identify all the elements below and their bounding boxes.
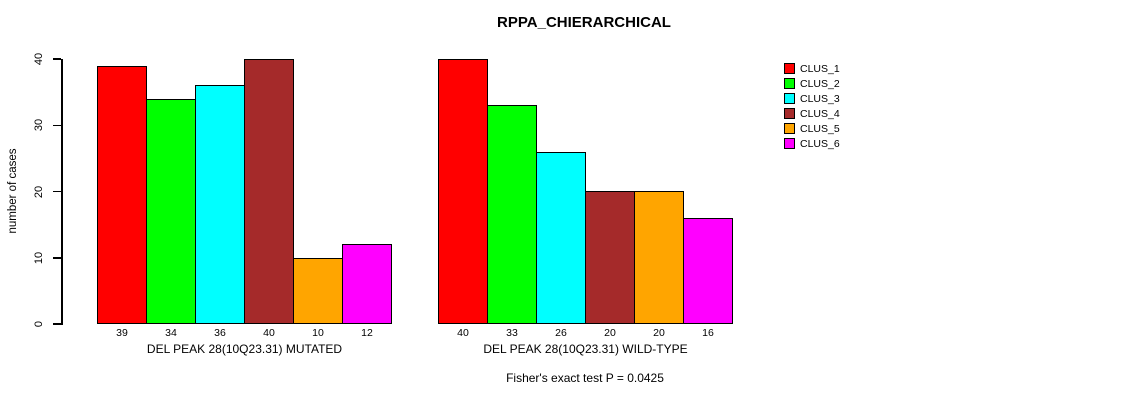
chart-title: RPPA_CHIERARCHICAL xyxy=(497,14,671,31)
x-axis-label-wild-type: DEL PEAK 28(10Q23.31) WILD-TYPE xyxy=(483,342,688,356)
legend-item-clus_4: CLUS_4 xyxy=(784,106,840,121)
bar-clus_5-panel0 xyxy=(293,258,343,324)
bar-clus_1-panel1 xyxy=(438,59,488,324)
bar-value-label: 26 xyxy=(555,327,567,339)
legend-item-clus_6: CLUS_6 xyxy=(784,136,840,151)
legend-label: CLUS_6 xyxy=(800,137,840,150)
bar-value-label: 16 xyxy=(702,327,714,339)
bar-clus_6-panel0 xyxy=(342,244,392,324)
legend-label: CLUS_3 xyxy=(800,92,840,105)
bar-clus_3-panel1 xyxy=(536,152,586,324)
bar-clus_6-panel1 xyxy=(683,218,733,324)
y-tick xyxy=(53,58,61,60)
legend-label: CLUS_1 xyxy=(800,62,840,75)
y-axis-line xyxy=(61,58,63,325)
legend-swatch xyxy=(784,123,795,134)
legend-swatch xyxy=(784,108,795,119)
fisher-test-annotation: Fisher's exact test P = 0.0425 xyxy=(506,371,664,385)
y-tick xyxy=(53,124,61,126)
bar-value-label: 12 xyxy=(361,327,373,339)
bar-clus_2-panel0 xyxy=(146,99,196,324)
bar-value-label: 40 xyxy=(457,327,469,339)
y-tick-label: 10 xyxy=(33,251,45,264)
y-tick-label: 0 xyxy=(33,320,45,328)
legend-swatch xyxy=(784,138,795,149)
y-tick xyxy=(53,257,61,259)
legend-item-clus_1: CLUS_1 xyxy=(784,61,840,76)
bar-value-label: 39 xyxy=(116,327,128,339)
legend-label: CLUS_2 xyxy=(800,77,840,90)
bar-clus_4-panel1 xyxy=(585,191,635,324)
bar-value-label: 10 xyxy=(312,327,324,339)
bar-clus_5-panel1 xyxy=(634,191,684,324)
y-axis-label: number of cases xyxy=(7,148,19,234)
legend-label: CLUS_5 xyxy=(800,122,840,135)
bar-clus_4-panel0 xyxy=(244,59,294,324)
legend-swatch xyxy=(784,78,795,89)
bar-value-label: 36 xyxy=(214,327,226,339)
legend-label: CLUS_4 xyxy=(800,107,840,120)
bar-value-label: 33 xyxy=(506,327,518,339)
bar-clus_2-panel1 xyxy=(487,105,537,324)
legend-item-clus_3: CLUS_3 xyxy=(784,91,840,106)
y-tick-label: 40 xyxy=(33,52,45,66)
legend-swatch xyxy=(784,93,795,104)
legend-item-clus_2: CLUS_2 xyxy=(784,76,840,91)
y-tick xyxy=(53,323,61,325)
bar-value-label: 34 xyxy=(165,327,177,339)
x-axis-label-mutated: DEL PEAK 28(10Q23.31) MUTATED xyxy=(146,342,343,356)
bar-value-label: 40 xyxy=(263,327,275,339)
bar-value-label: 20 xyxy=(653,327,665,339)
legend-swatch xyxy=(784,63,795,74)
bar-clus_3-panel0 xyxy=(195,85,245,324)
y-tick-label: 20 xyxy=(33,185,45,198)
y-tick xyxy=(53,190,61,193)
bar-value-label: 20 xyxy=(604,327,616,339)
y-tick-label: 30 xyxy=(33,119,45,132)
bar-clus_1-panel0 xyxy=(97,66,147,324)
legend-item-clus_5: CLUS_5 xyxy=(784,121,840,136)
